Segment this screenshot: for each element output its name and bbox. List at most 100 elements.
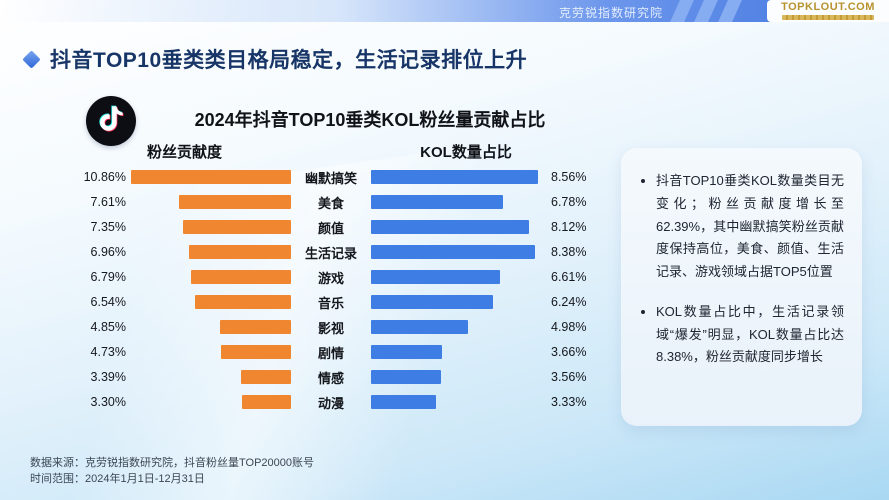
kol-share-value: 3.56% — [551, 370, 587, 384]
douyin-icon — [86, 96, 136, 146]
kol-bar-track — [371, 345, 543, 359]
chart-title: 2024年抖音TOP10垂类KOL粉丝量贡献占比 — [194, 110, 546, 130]
title-row: 抖音TOP10垂类类目格局稳定，生活记录排位上升 — [22, 44, 528, 74]
footer: 数据来源：克劳锐指数研究院，抖音粉丝量TOP20000账号 时间范围：2024年… — [30, 455, 314, 487]
column-headers: 粉丝贡献度 KOL数量占比 — [78, 141, 621, 162]
fans-contribution-value: 4.73% — [90, 345, 126, 359]
kol-bar-track — [371, 295, 543, 309]
institute-label: 克劳锐指数研究院 — [558, 6, 663, 20]
kol-bar-track — [371, 370, 543, 384]
kol-share-value: 8.12% — [551, 220, 587, 234]
kol-bar-track — [371, 245, 543, 259]
kol-bar-track — [371, 270, 543, 284]
stripe — [718, 0, 742, 22]
fans-bar — [178, 195, 291, 209]
kol-bar — [371, 195, 504, 209]
chart-rows: 10.86% 幽默搞笑 8.56% 7.61% 美食 6.78% 7.35% 颜值 8.12% 6… — [78, 170, 587, 411]
kol-share-value: 3.33% — [551, 395, 587, 409]
kol-bar-track — [371, 220, 543, 234]
stripe — [670, 0, 694, 22]
category-label: 美食 — [317, 195, 344, 211]
brand-logo-text: TOPKLOUT.COM — [781, 1, 875, 13]
fans-bar-track — [131, 220, 291, 234]
fans-bar — [191, 270, 291, 284]
kol-share-value: 6.78% — [551, 195, 587, 209]
category-label: 剧情 — [317, 345, 344, 361]
kol-share-value: 8.38% — [551, 245, 587, 259]
fans-contribution-value: 7.35% — [90, 220, 126, 234]
kol-bar — [371, 170, 538, 184]
fans-contribution-value: 4.85% — [90, 320, 126, 334]
brand-logo: TOPKLOUT.COM — [767, 0, 889, 22]
kol-bar — [371, 345, 443, 359]
chart-row: 3.39% 情感 3.56% — [78, 370, 587, 386]
fans-bar-track — [131, 320, 291, 334]
fans-bar — [194, 295, 291, 309]
category-label: 幽默搞笑 — [304, 170, 357, 186]
fans-bar — [219, 320, 291, 334]
category-label: 影视 — [317, 320, 344, 336]
kol-share-value: 6.61% — [551, 270, 587, 284]
fans-bar — [188, 245, 291, 259]
fans-bar-track — [131, 295, 291, 309]
insight-list: 抖音TOP10垂类KOL数量类目无变化；粉丝贡献度增长至62.39%，其中幽默搞… — [641, 170, 844, 369]
brand-logo-strip — [782, 15, 874, 20]
header-spacer — [291, 141, 371, 162]
kol-bar — [371, 395, 436, 409]
fans-bar — [182, 220, 291, 234]
kol-bar — [371, 320, 469, 334]
fans-contribution-value: 3.39% — [90, 370, 126, 384]
decorative-stripes — [670, 0, 742, 22]
chart-row: 4.85% 影视 4.98% — [78, 320, 587, 336]
fans-bar — [242, 395, 291, 409]
chart-row: 7.35% 颜值 8.12% — [78, 220, 587, 236]
data-source-note: 数据来源：克劳锐指数研究院，抖音粉丝量TOP20000账号 — [30, 457, 315, 469]
category-label: 生活记录 — [304, 245, 357, 261]
chart-row: 3.30% 动漫 3.33% — [78, 395, 587, 411]
kol-bar — [371, 295, 493, 309]
kol-bar — [371, 245, 535, 259]
kol-bar — [371, 220, 530, 234]
chart-row: 6.79% 游戏 6.61% — [78, 270, 587, 286]
fans-contribution-value: 7.61% — [90, 195, 126, 209]
kol-bar-track — [371, 195, 543, 209]
fans-bar-track — [131, 395, 291, 409]
category-label: 动漫 — [317, 395, 344, 411]
category-label: 情感 — [317, 370, 344, 386]
kol-share-value: 6.24% — [551, 295, 587, 309]
fans-bar-track — [131, 345, 291, 359]
page-title: 抖音TOP10垂类类目格局稳定，生活记录排位上升 — [50, 49, 528, 72]
left-series-header: 粉丝贡献度 — [146, 144, 222, 161]
fans-bar — [131, 170, 291, 184]
fans-bar-track — [131, 245, 291, 259]
fans-bar-track — [131, 270, 291, 284]
stripe — [694, 0, 718, 22]
fans-contribution-value: 10.86% — [83, 170, 126, 184]
kol-share-value: 3.66% — [551, 345, 587, 359]
insight-item: KOL数量占比中，生活记录领域“爆发”明显，KOL数量占比达8.38%，粉丝贡献… — [656, 301, 844, 369]
kol-bar — [371, 270, 500, 284]
kol-share-value: 8.56% — [551, 170, 587, 184]
kol-bar-track — [371, 320, 543, 334]
kol-bar-track — [371, 170, 543, 184]
insight-panel: 抖音TOP10垂类KOL数量类目无变化；粉丝贡献度增长至62.39%，其中幽默搞… — [621, 148, 862, 426]
chart-row: 4.73% 剧情 3.66% — [78, 345, 587, 361]
kol-bar-track — [371, 395, 543, 409]
kol-share-value: 4.98% — [551, 320, 587, 334]
fans-bar — [241, 370, 291, 384]
fans-bar-track — [131, 370, 291, 384]
category-label: 音乐 — [317, 295, 344, 311]
chart-row: 6.96% 生活记录 8.38% — [78, 245, 587, 261]
fans-contribution-value: 3.30% — [90, 395, 126, 409]
fans-bar — [221, 345, 291, 359]
category-label: 游戏 — [317, 270, 344, 286]
fans-contribution-value: 6.96% — [90, 245, 126, 259]
diamond-icon — [22, 49, 41, 69]
kol-bar — [371, 370, 441, 384]
fans-bar-track — [131, 170, 291, 184]
chart-row: 6.54% 音乐 6.24% — [78, 295, 587, 311]
fans-bar-track — [131, 195, 291, 209]
chart-row: 10.86% 幽默搞笑 8.56% — [78, 170, 587, 186]
fans-contribution-value: 6.54% — [90, 295, 126, 309]
